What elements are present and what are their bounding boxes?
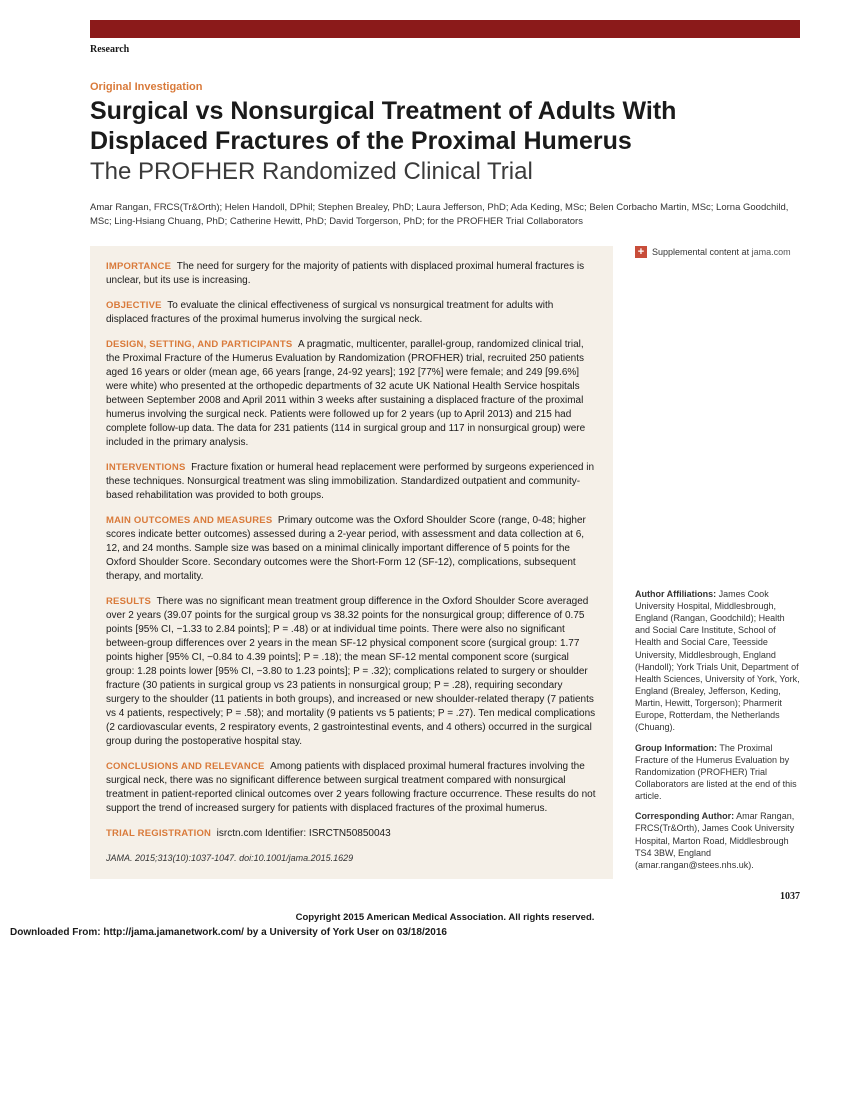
importance-body: The need for surgery for the majority of… xyxy=(106,261,584,286)
trialreg-body: isrctn.com Identifier: ISRCTN50850043 xyxy=(217,828,391,839)
results-heading: RESULTS xyxy=(106,596,151,607)
supplemental-block: + Supplemental content at jama.com xyxy=(635,246,800,258)
article-title-sub: The PROFHER Randomized Clinical Trial xyxy=(90,158,800,187)
objective-body: To evaluate the clinical effectiveness o… xyxy=(106,300,553,325)
objective-heading: OBJECTIVE xyxy=(106,300,162,311)
corresponding-author: Corresponding Author: Amar Rangan, FRCS(… xyxy=(635,810,800,871)
download-note: Downloaded From: http://jama.jamanetwork… xyxy=(10,927,800,938)
investigation-type: Original Investigation xyxy=(90,81,800,93)
citation-line: JAMA. 2015;313(10):1037-1047. doi:10.100… xyxy=(106,852,597,865)
abstract-box: IMPORTANCE The need for surgery for the … xyxy=(90,246,613,879)
importance-heading: IMPORTANCE xyxy=(106,261,171,272)
results-body: There was no significant mean treatment … xyxy=(106,596,595,747)
article-title-main: Surgical vs Nonsurgical Treatment of Adu… xyxy=(90,97,800,156)
group-information: Group Information: The Proximal Fracture… xyxy=(635,742,800,803)
top-accent-bar xyxy=(90,20,800,38)
section-label: Research xyxy=(90,44,800,55)
plus-icon: + xyxy=(635,246,647,258)
design-heading: DESIGN, SETTING, AND PARTICIPANTS xyxy=(106,339,292,350)
design-body: A pragmatic, multicenter, parallel-group… xyxy=(106,339,585,448)
author-list: Amar Rangan, FRCS(Tr&Orth); Helen Handol… xyxy=(90,201,800,229)
supplemental-label: Supplemental content at xyxy=(652,247,749,257)
supplemental-link[interactable]: jama.com xyxy=(752,247,791,257)
page-number: 1037 xyxy=(90,891,800,902)
trialreg-heading: TRIAL REGISTRATION xyxy=(106,828,211,839)
interventions-heading: INTERVENTIONS xyxy=(106,462,186,473)
sidebar: + Supplemental content at jama.com Autho… xyxy=(635,246,800,879)
author-affiliations: Author Affiliations: James Cook Universi… xyxy=(635,588,800,734)
conclusions-heading: CONCLUSIONS AND RELEVANCE xyxy=(106,761,265,772)
copyright-line: Copyright 2015 American Medical Associat… xyxy=(90,912,800,923)
outcomes-heading: MAIN OUTCOMES AND MEASURES xyxy=(106,515,272,526)
